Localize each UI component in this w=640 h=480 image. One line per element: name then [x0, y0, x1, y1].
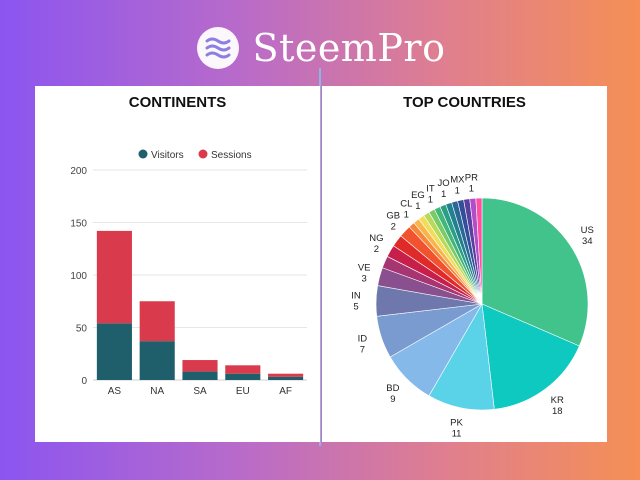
- pie-label: CL: [400, 198, 412, 209]
- x-tick-label: AS: [108, 386, 122, 397]
- pie-value: 9: [390, 394, 395, 405]
- bar-na-visitors: [139, 341, 175, 380]
- bar-eu-visitors: [225, 373, 261, 380]
- pie-value: 7: [360, 345, 365, 356]
- pie-label: IN: [351, 290, 361, 301]
- pie-slice-us: [481, 197, 589, 347]
- legend-marker: [198, 149, 208, 159]
- divider-line: [319, 68, 321, 446]
- legend-label: Sessions: [211, 150, 252, 161]
- bar-af-sessions: [268, 373, 304, 377]
- y-tick-label: 100: [70, 271, 87, 282]
- legend-marker: [138, 149, 148, 159]
- brand-name: SteemPro: [252, 26, 446, 70]
- bar-eu-sessions: [225, 365, 261, 374]
- pie-label: MX: [450, 175, 465, 186]
- pie-value: 1: [428, 194, 433, 205]
- pie-label: GB: [386, 210, 400, 221]
- continents-bar-chart: 0 50 100 150 200 Visitors Sessions AS NA SA EU AF: [70, 149, 307, 397]
- countries-title: TOP COUNTRIES: [403, 94, 526, 111]
- pie-label: EG: [411, 190, 425, 201]
- x-tick-label: SA: [193, 386, 207, 397]
- pie-value: 2: [391, 221, 396, 232]
- brand-header: SteemPro: [0, 20, 640, 76]
- pie-value: 1: [469, 183, 474, 194]
- countries-pie-chart: US34KR18PK11BD9ID7IN5VE3NG2GB2CL1EG1IT1J…: [351, 172, 594, 439]
- pie-value: 1: [404, 209, 409, 220]
- pie-value: 18: [552, 406, 563, 417]
- pie-value: 3: [362, 273, 367, 284]
- bar-af-visitors: [268, 376, 304, 380]
- y-tick-label: 150: [70, 219, 87, 230]
- bar-as-sessions: [96, 230, 132, 324]
- pie-value: 11: [452, 428, 462, 439]
- bar-sa-visitors: [182, 371, 218, 380]
- pie-label: JO: [438, 178, 450, 189]
- legend-label: Visitors: [151, 150, 184, 161]
- bar-as-visitors: [96, 323, 132, 380]
- continents-title: CONTINENTS: [128, 94, 227, 111]
- pie-label: US: [581, 225, 594, 236]
- x-tick-label: NA: [150, 386, 164, 397]
- pie-value: 1: [441, 189, 446, 200]
- y-tick-label: 200: [70, 166, 87, 177]
- bar-sa-sessions: [182, 360, 218, 372]
- pie-label: PK: [450, 417, 463, 428]
- pie-value: 1: [455, 186, 460, 197]
- pie-label: PR: [465, 172, 478, 183]
- countries-panel: TOP COUNTRIES US 34 KR 18 PK 11 BD 9 ID 7 IN 5 VE 3 NG…: [322, 86, 607, 442]
- pie-label: ID: [358, 334, 368, 345]
- steempro-logo-icon: [196, 27, 239, 69]
- x-tick-label: AF: [279, 386, 292, 397]
- pie-value: 5: [353, 301, 358, 312]
- x-tick-label: EU: [236, 386, 250, 397]
- pie-label: KR: [551, 395, 564, 406]
- pie-label: BD: [386, 383, 399, 394]
- pie-slice: [475, 197, 483, 305]
- pie-slice-kr: [481, 303, 580, 410]
- pie-value: 34: [582, 236, 593, 247]
- y-tick-label: 0: [81, 376, 87, 387]
- pie-label: VE: [358, 262, 371, 273]
- bar-na-sessions: [139, 301, 175, 342]
- pie-label: NG: [369, 233, 383, 244]
- pie-value: 1: [415, 201, 420, 212]
- y-tick-label: 50: [76, 324, 88, 335]
- pie-value: 2: [374, 244, 379, 255]
- continents-panel: CONTINENTS 0 50 100 150 200 Visitors Sessions A…: [35, 86, 320, 442]
- pie-label: IT: [426, 183, 435, 194]
